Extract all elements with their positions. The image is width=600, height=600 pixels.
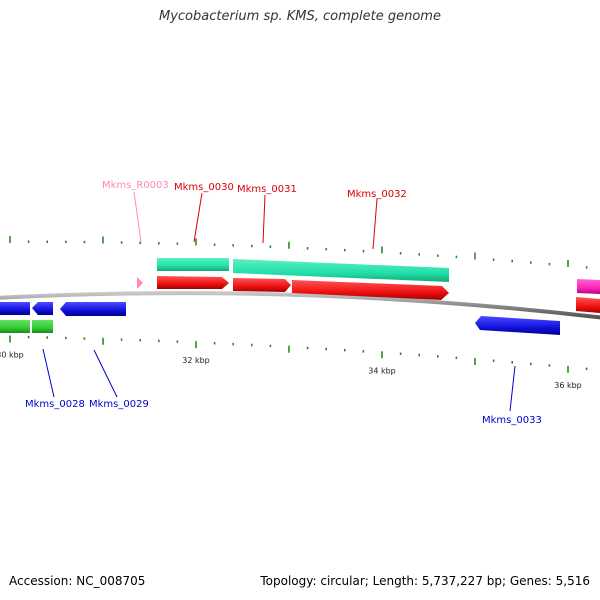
gene-label-mkms-0033[interactable]: Mkms_0033: [482, 415, 542, 426]
cds-arrow-mkms-0032[interactable]: [292, 280, 449, 300]
tick-marks-outer: [9, 235, 588, 269]
gene-bar-mkms-0028[interactable]: [32, 320, 53, 333]
cds-arrow-mkms-0029[interactable]: [60, 302, 126, 316]
gene-bar-mkms-0030[interactable]: [157, 258, 229, 271]
tick-marks-inner: [9, 335, 588, 373]
gene-bar-mkms-0031-0032[interactable]: [233, 259, 449, 282]
leader-line-mkms-0029: [93, 349, 118, 398]
leader-line-mkms-0032: [372, 198, 378, 250]
leader-line-mkms-0030: [193, 192, 203, 243]
gene-label-mkms-r0003[interactable]: Mkms_R0003: [102, 180, 169, 191]
gene-label-mkms-0032[interactable]: Mkms_0032: [347, 189, 407, 200]
cds-arrow-mkms-0028[interactable]: [32, 302, 53, 315]
tick-label: 36 kbp: [554, 381, 582, 390]
cds-arrow-mkms-0030[interactable]: [157, 276, 229, 289]
leader-line-mkms-0028: [42, 348, 55, 398]
tick-label: 30 kbp: [0, 351, 24, 360]
tick-label: 32 kbp: [182, 356, 210, 365]
cds-arrow-right-edge[interactable]: [576, 297, 600, 313]
gene-label-mkms-0028[interactable]: Mkms_0028: [25, 399, 85, 410]
gene-label-mkms-0031[interactable]: Mkms_0031: [237, 184, 297, 195]
feature-magenta-right[interactable]: [577, 279, 600, 294]
tick-label: 34 kbp: [368, 366, 396, 375]
cds-arrow-mkms-0033[interactable]: [475, 316, 560, 335]
rna-marker-mkms-r0003[interactable]: [137, 277, 143, 289]
leader-line-mkms-r0003: [133, 191, 142, 243]
cds-arrow-mkms-0031[interactable]: [233, 278, 291, 292]
gene-label-mkms-0029[interactable]: Mkms_0029: [89, 399, 149, 410]
cds-arrow-left-edge[interactable]: [0, 302, 30, 315]
leader-line-mkms-0031: [262, 194, 266, 244]
genome-title: Mycobacterium sp. KMS, complete genome: [159, 9, 441, 24]
genome-backbone: [0, 291, 600, 320]
leader-line-mkms-0033: [509, 365, 516, 412]
gene-bar-left-edge[interactable]: [0, 320, 30, 333]
genome-summary-text: Topology: circular; Length: 5,737,227 bp…: [260, 574, 590, 588]
accession-text: Accession: NC_008705: [9, 574, 146, 588]
gene-label-mkms-0030[interactable]: Mkms_0030: [174, 182, 234, 193]
